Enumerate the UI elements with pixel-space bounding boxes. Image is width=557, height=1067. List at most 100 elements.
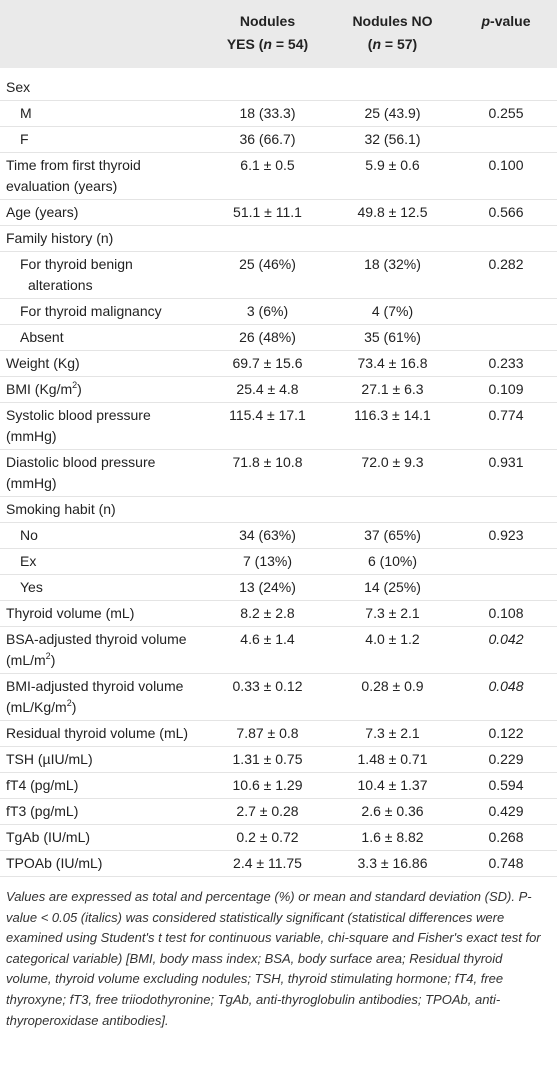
cell-text: fT4 (pg/mL) <box>6 777 79 793</box>
cell-text: 35 (61%) <box>364 329 421 345</box>
header-row: Nodules YES (n = 54) Nodules NO (n = 57) p-v… <box>0 0 557 68</box>
table-row: BMI-adjusted thyroid volume (mL/Kg/m2) 0.… <box>0 673 557 721</box>
cell-text: Thyroid volume (mL) <box>6 605 135 621</box>
cell-text: Systolic blood pressure (mmHg) <box>6 407 151 444</box>
value-cell: 4 (7%) <box>330 298 455 325</box>
cell-text: 18 (33.3) <box>239 105 296 121</box>
value-cell: 0.594 <box>455 772 557 799</box>
cell-text: Ex <box>20 553 37 569</box>
cell-text: No <box>20 527 38 543</box>
value-cell: 0.233 <box>455 350 557 377</box>
section-row: Sex <box>0 68 557 101</box>
value-cell: 25 (43.9) <box>330 100 455 127</box>
row-label: BMI-adjusted thyroid volume (mL/Kg/m2) <box>0 673 205 721</box>
cell-text: 71.8 ± 10.8 <box>232 454 303 470</box>
cell-text: 0.255 <box>488 105 524 121</box>
value-cell: 0.566 <box>455 199 557 226</box>
row-label: For thyroid benign alterations <box>0 251 205 299</box>
value-cell: 0.2 ± 0.72 <box>205 824 330 851</box>
text-fragment: ) <box>77 381 82 397</box>
cell-text: 2.7 ± 0.28 <box>236 803 299 819</box>
value-cell <box>455 574 557 601</box>
cell-text: 0.122 <box>488 725 524 741</box>
value-cell: 25 (46%) <box>205 251 330 299</box>
table-row: Age (years) 51.1 ± 11.1 49.8 ± 12.5 0.566 <box>0 199 557 226</box>
empty-cell <box>205 68 330 101</box>
cell-text: 0.566 <box>488 204 524 220</box>
cell-text: 0.268 <box>488 829 524 845</box>
value-cell: 2.7 ± 0.28 <box>205 798 330 825</box>
header-cell: Nodules NO (n = 57) <box>330 0 455 68</box>
cell-text: 7.87 ± 0.8 <box>236 725 299 741</box>
value-cell: 1.6 ± 8.82 <box>330 824 455 851</box>
cell-text: 25 (46%) <box>239 256 296 272</box>
cell-text: 34 (63%) <box>239 527 296 543</box>
header-cell <box>0 0 205 68</box>
section-row: Family history (n) <box>0 225 557 252</box>
row-label: BSA-adjusted thyroid volume (mL/m2) <box>0 626 205 674</box>
table-row: TgAb (IU/mL) 0.2 ± 0.72 1.6 ± 8.82 0.268 <box>0 824 557 851</box>
cell-text: F <box>20 131 29 147</box>
row-label: Time from first thyroid evaluation (year… <box>0 152 205 200</box>
row-label: Age (years) <box>0 199 205 226</box>
cell-text: 49.8 ± 12.5 <box>357 204 428 220</box>
table-header: Nodules YES (n = 54) Nodules NO (n = 57) p-v… <box>0 0 557 68</box>
table-row: For thyroid benign alterations 25 (46%) 18… <box>0 251 557 299</box>
header-cell: p-value <box>455 0 557 68</box>
cell-text: 1.31 ± 0.75 <box>232 751 303 767</box>
cell-text: M <box>20 105 32 121</box>
value-cell: 0.33 ± 0.12 <box>205 673 330 721</box>
row-label: Diastolic blood pressure (mmHg) <box>0 449 205 497</box>
text-fragment: n <box>372 36 382 52</box>
cell-text: fT3 (pg/mL) <box>6 803 79 819</box>
text-fragment: 2 <box>72 380 78 390</box>
value-cell: 3 (6%) <box>205 298 330 325</box>
cell-text: 5.9 ± 0.6 <box>365 157 420 173</box>
value-cell: 37 (65%) <box>330 522 455 549</box>
value-cell <box>455 298 557 325</box>
row-label: TSH (µIU/mL) <box>0 746 205 773</box>
row-label: For thyroid malignancy <box>0 298 205 325</box>
value-cell: 0.268 <box>455 824 557 851</box>
value-cell: 25.4 ± 4.8 <box>205 376 330 403</box>
table-row: For thyroid malignancy 3 (6%) 4 (7%) <box>0 298 557 325</box>
cell-text: 1.6 ± 8.82 <box>361 829 424 845</box>
value-cell: 0.774 <box>455 402 557 450</box>
value-cell: 0.108 <box>455 600 557 627</box>
value-cell: 18 (32%) <box>330 251 455 299</box>
value-cell: 8.2 ± 2.8 <box>205 600 330 627</box>
value-cell: 1.31 ± 0.75 <box>205 746 330 773</box>
table-row: Weight (Kg) 69.7 ± 15.6 73.4 ± 16.8 0.233 <box>0 350 557 377</box>
value-cell: 6.1 ± 0.5 <box>205 152 330 200</box>
row-label: Residual thyroid volume (mL) <box>0 720 205 747</box>
row-label: BMI (Kg/m2) <box>0 376 205 403</box>
table-body: Sex M 18 (33.3) 25 (43.9) 0.255 F 36 (66.7) 32 … <box>0 68 557 877</box>
cell-text: 0.048 <box>488 678 524 694</box>
cell-text: 37 (65%) <box>364 527 421 543</box>
value-cell: 0.109 <box>455 376 557 403</box>
text-fragment: -value <box>490 13 531 29</box>
cell-text: For thyroid malignancy <box>20 303 162 319</box>
cell-text: 10.4 ± 1.37 <box>357 777 428 793</box>
table-row: TSH (µIU/mL) 1.31 ± 0.75 1.48 ± 0.71 0.229 <box>0 746 557 773</box>
text-fragment: Nodules <box>239 13 296 29</box>
cell-text: 0.233 <box>488 355 524 371</box>
row-label: M <box>0 100 205 127</box>
table-row: Absent 26 (48%) 35 (61%) <box>0 324 557 351</box>
cell-text: 0.2 ± 0.72 <box>236 829 299 845</box>
value-cell: 7.87 ± 0.8 <box>205 720 330 747</box>
row-label: Ex <box>0 548 205 575</box>
cell-text: 6.1 ± 0.5 <box>240 157 295 173</box>
value-cell: 0.229 <box>455 746 557 773</box>
empty-cell <box>330 225 455 252</box>
value-cell: 36 (66.7) <box>205 126 330 153</box>
value-cell: 1.48 ± 0.71 <box>330 746 455 773</box>
row-label: No <box>0 522 205 549</box>
value-cell: 0.255 <box>455 100 557 127</box>
cell-text: 72.0 ± 9.3 <box>361 454 424 470</box>
cell-text: 25 (43.9) <box>364 105 421 121</box>
cell-text: 0.28 ± 0.9 <box>361 678 424 694</box>
value-cell: 0.122 <box>455 720 557 747</box>
value-cell: 0.931 <box>455 449 557 497</box>
value-cell: 2.6 ± 0.36 <box>330 798 455 825</box>
